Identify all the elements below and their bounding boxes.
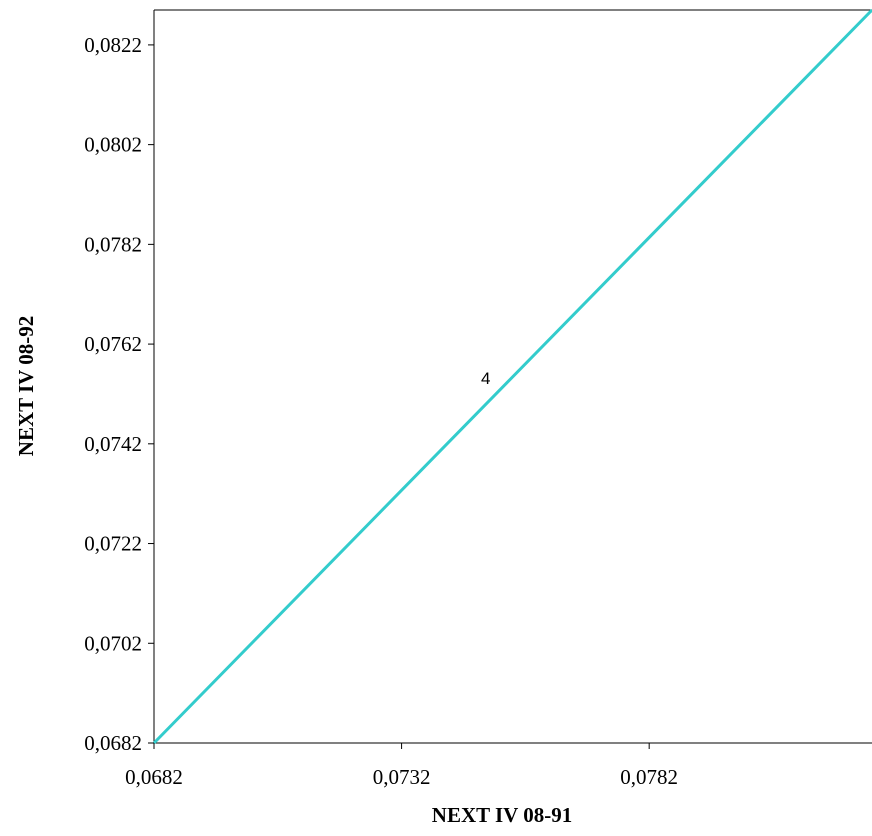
- x-tick-label: 0,0782: [620, 765, 678, 789]
- series-line: [152, 8, 872, 745]
- y-tick-label: 0,0742: [84, 432, 142, 456]
- y-tick-label: 0,0682: [84, 731, 142, 755]
- x-tick-label: 0,0732: [373, 765, 431, 789]
- series-layer: [152, 8, 872, 745]
- x-axis-title: NEXT IV 08-91: [432, 803, 572, 827]
- y-axis-title: NEXT IV 08-92: [14, 316, 38, 456]
- x-tick-label: 0,0682: [125, 765, 183, 789]
- y-tick-label: 0,0822: [84, 33, 142, 57]
- y-tick-label: 0,0702: [84, 631, 142, 655]
- y-tick-label: 0,0762: [84, 332, 142, 356]
- point-label: 4: [481, 369, 490, 388]
- x-axis: 0,0682 0,0732 0,0782: [125, 743, 678, 789]
- annotation-layer: 4: [481, 369, 490, 388]
- y-tick-label: 0,0722: [84, 532, 142, 556]
- y-tick-label: 0,0802: [84, 133, 142, 157]
- y-axis: 0,0682 0,0702 0,0722 0,0742 0,0762 0,0782 0,08…: [84, 33, 154, 755]
- plot-area: [153, 9, 872, 744]
- y-tick-label: 0,0782: [84, 232, 142, 256]
